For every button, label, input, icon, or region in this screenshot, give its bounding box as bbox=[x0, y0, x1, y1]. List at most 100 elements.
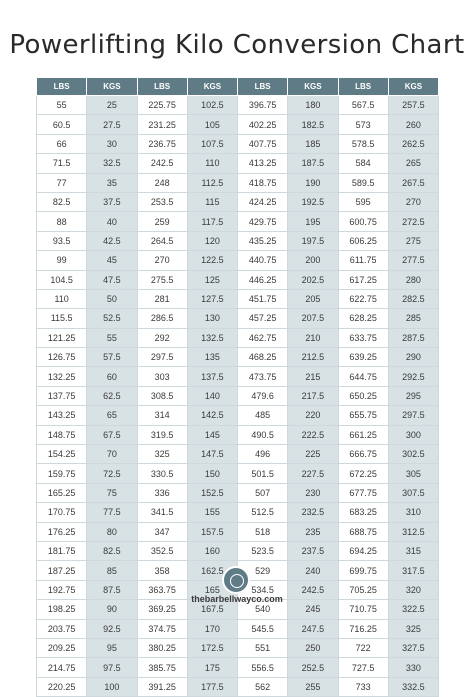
lbs-cell: 534.5 bbox=[236, 579, 289, 601]
kgs-cell: 250 bbox=[287, 637, 339, 659]
table-row: 137.75 62.5 308.5 140 479.6 217.5 650.25 295 bbox=[35, 385, 440, 407]
lbs-cell: 655.75 bbox=[337, 405, 389, 426]
lbs-cell: 501.5 bbox=[236, 463, 289, 484]
column-header-kgs: KGS bbox=[287, 77, 339, 96]
kgs-cell: 260 bbox=[387, 114, 440, 135]
kgs-cell: 130 bbox=[186, 308, 239, 329]
lbs-cell: 396.75 bbox=[236, 94, 289, 116]
kgs-cell: 60 bbox=[86, 366, 138, 387]
lbs-cell: 490.5 bbox=[236, 424, 289, 446]
kgs-cell: 300 bbox=[387, 424, 440, 446]
lbs-cell: 292 bbox=[136, 327, 188, 349]
lbs-cell: 628.25 bbox=[337, 308, 389, 329]
lbs-cell: 203.75 bbox=[35, 618, 88, 639]
kgs-cell: 70 bbox=[86, 444, 138, 465]
column-header-lbs: LBS bbox=[35, 77, 88, 96]
logo-ring bbox=[230, 574, 244, 588]
lbs-cell: 639.25 bbox=[337, 347, 389, 368]
kgs-cell: 27.5 bbox=[86, 114, 138, 135]
kgs-cell: 292.5 bbox=[387, 366, 440, 387]
table-row: 126.75 57.5 297.5 135 468.25 212.5 639.25 290 bbox=[35, 347, 440, 368]
kgs-cell: 202.5 bbox=[287, 269, 339, 290]
lbs-cell: 60.5 bbox=[35, 114, 88, 135]
kgs-cell: 117.5 bbox=[186, 211, 239, 232]
lbs-cell: 727.5 bbox=[337, 657, 389, 678]
lbs-cell: 121.25 bbox=[35, 327, 88, 349]
lbs-cell: 55 bbox=[35, 94, 88, 116]
lbs-cell: 407.75 bbox=[236, 133, 289, 155]
kgs-cell: 72.5 bbox=[86, 463, 138, 484]
kgs-cell: 272.5 bbox=[387, 211, 440, 232]
lbs-cell: 688.75 bbox=[337, 521, 389, 542]
lbs-cell: 567.5 bbox=[337, 94, 389, 116]
kgs-cell: 112.5 bbox=[186, 172, 239, 193]
lbs-cell: 606.25 bbox=[337, 230, 389, 252]
kgs-cell: 280 bbox=[387, 269, 440, 290]
lbs-cell: 66 bbox=[35, 133, 88, 155]
site-url: thebarbellwayco.com bbox=[191, 594, 283, 604]
lbs-cell: 264.5 bbox=[136, 230, 188, 252]
lbs-cell: 457.25 bbox=[236, 308, 289, 329]
table-row: 181.75 82.5 352.5 160 523.5 237.5 694.25 315 bbox=[35, 540, 440, 562]
table-row: 115.5 52.5 286.5 130 457.25 207.5 628.25 285 bbox=[35, 308, 440, 329]
kgs-cell: 252.5 bbox=[287, 657, 339, 678]
lbs-cell: 462.75 bbox=[236, 327, 289, 349]
table-row: 214.75 97.5 385.75 175 556.5 252.5 727.5 330 bbox=[35, 657, 440, 678]
kgs-cell: 35 bbox=[86, 172, 138, 193]
kgs-cell: 67.5 bbox=[86, 424, 138, 446]
lbs-cell: 159.75 bbox=[35, 463, 88, 484]
lbs-cell: 181.75 bbox=[35, 540, 88, 562]
lbs-cell: 429.75 bbox=[236, 211, 289, 232]
kgs-cell: 75 bbox=[86, 482, 138, 504]
lbs-cell: 154.25 bbox=[35, 444, 88, 465]
kgs-cell: 205 bbox=[287, 288, 339, 310]
table-row: 66 30 236.75 107.5 407.75 185 578.5 262.5 bbox=[35, 133, 440, 155]
kgs-cell: 147.5 bbox=[186, 444, 239, 465]
kgs-cell: 102.5 bbox=[186, 94, 239, 116]
lbs-cell: 248 bbox=[136, 172, 188, 193]
column-header-lbs: LBS bbox=[337, 77, 389, 96]
lbs-cell: 231.25 bbox=[136, 114, 188, 135]
table-row: 170.75 77.5 341.5 155 512.5 232.5 683.25 310 bbox=[35, 502, 440, 523]
kgs-cell: 185 bbox=[287, 133, 339, 155]
kgs-cell: 82.5 bbox=[86, 540, 138, 562]
lbs-cell: 733 bbox=[337, 676, 389, 697]
kgs-cell: 207.5 bbox=[287, 308, 339, 329]
kgs-cell: 312.5 bbox=[387, 521, 440, 542]
kgs-cell: 225 bbox=[287, 444, 339, 465]
lbs-cell: 214.75 bbox=[35, 657, 88, 678]
lbs-cell: 297.5 bbox=[136, 347, 188, 368]
lbs-cell: 622.75 bbox=[337, 288, 389, 310]
kgs-cell: 330 bbox=[387, 657, 440, 678]
kgs-cell: 285 bbox=[387, 308, 440, 329]
lbs-cell: 694.25 bbox=[337, 540, 389, 562]
lbs-cell: 435.25 bbox=[236, 230, 289, 252]
lbs-cell: 115.5 bbox=[35, 308, 88, 329]
lbs-cell: 192.75 bbox=[35, 579, 88, 601]
lbs-cell: 650.25 bbox=[337, 385, 389, 407]
table-row: 121.25 55 292 132.5 462.75 210 633.75 287.5 bbox=[35, 327, 440, 349]
lbs-cell: 523.5 bbox=[236, 540, 289, 562]
lbs-cell: 716.25 bbox=[337, 618, 389, 639]
kgs-cell: 290 bbox=[387, 347, 440, 368]
lbs-cell: 281 bbox=[136, 288, 188, 310]
kgs-cell: 222.5 bbox=[287, 424, 339, 446]
lbs-cell: 556.5 bbox=[236, 657, 289, 678]
lbs-cell: 562 bbox=[236, 676, 289, 697]
lbs-cell: 578.5 bbox=[337, 133, 389, 155]
kgs-cell: 30 bbox=[86, 133, 138, 155]
lbs-cell: 236.75 bbox=[136, 133, 188, 155]
kgs-cell: 235 bbox=[287, 521, 339, 542]
table-row: 82.5 37.5 253.5 115 424.25 192.5 595 270 bbox=[35, 191, 440, 213]
kgs-cell: 120 bbox=[186, 230, 239, 252]
barbell-logo-icon bbox=[222, 566, 250, 594]
kgs-cell: 320 bbox=[387, 579, 440, 601]
kgs-cell: 257.5 bbox=[387, 94, 440, 116]
column-header-kgs: KGS bbox=[86, 77, 138, 96]
lbs-cell: 187.25 bbox=[35, 560, 88, 581]
table-row: 159.75 72.5 330.5 150 501.5 227.5 672.25 305 bbox=[35, 463, 440, 484]
kgs-cell: 77.5 bbox=[86, 502, 138, 523]
lbs-cell: 71.5 bbox=[35, 153, 88, 174]
lbs-cell: 418.75 bbox=[236, 172, 289, 193]
lbs-cell: 600.75 bbox=[337, 211, 389, 232]
